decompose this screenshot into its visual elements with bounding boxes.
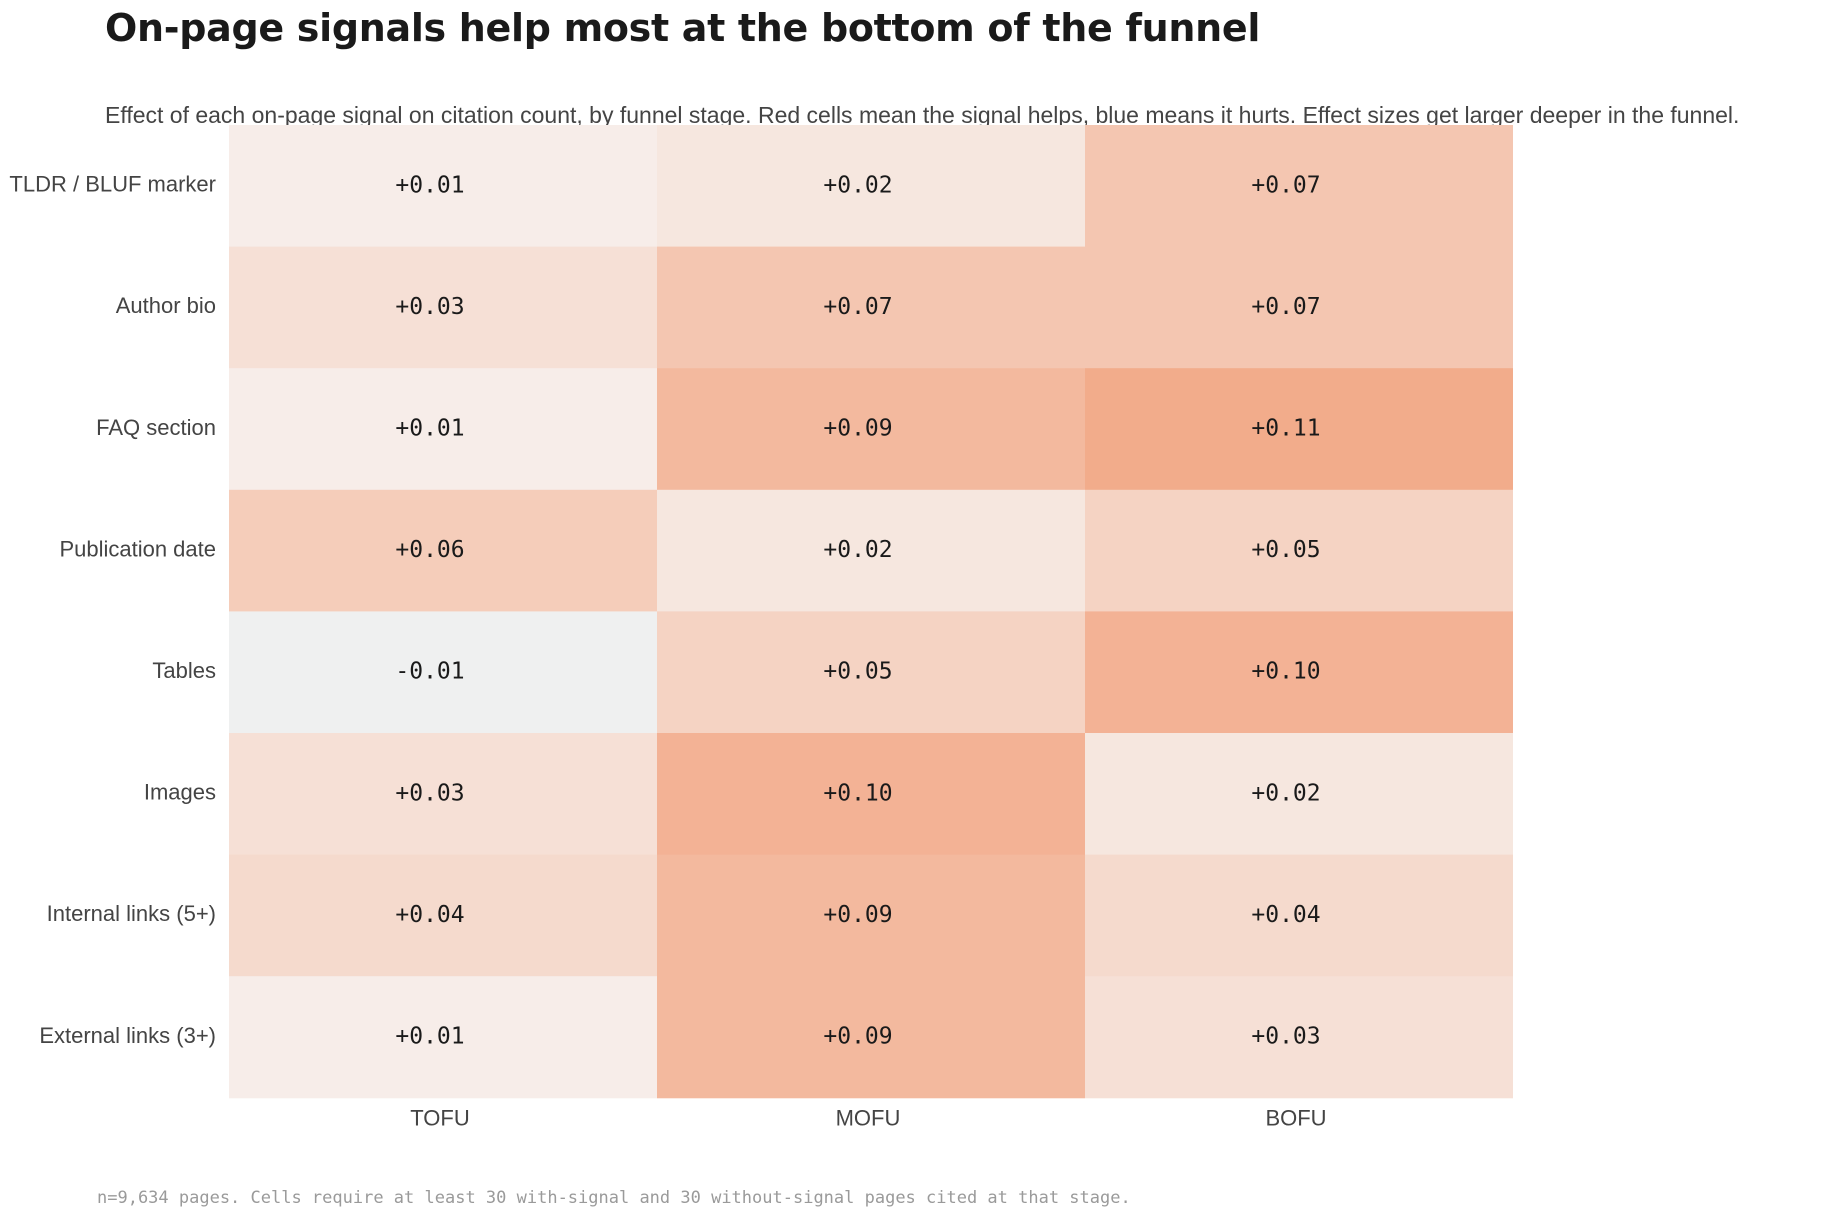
chart-title: On-page signals help most at the bottom … (105, 6, 1261, 50)
cell-value-label: +0.04 (1251, 902, 1320, 928)
heatmap-cell (229, 246, 657, 369)
column-label: MOFU (836, 1106, 901, 1131)
cell-value-label: +0.01 (395, 172, 464, 198)
cell-value-label: +0.07 (1251, 294, 1320, 320)
cell-value-label: +0.04 (395, 902, 464, 928)
cell-value-label: +0.06 (395, 537, 464, 563)
column-labels: TOFU MOFU BOFU (410, 1106, 1326, 1131)
cell-value-label: +0.02 (823, 537, 892, 563)
heatmap-cell (229, 733, 657, 856)
heatmap-cell (1085, 976, 1513, 1099)
heatmap-cell (229, 368, 657, 491)
column-label: BOFU (1265, 1106, 1326, 1131)
row-label: Publication date (59, 536, 216, 561)
footnote: n=9,634 pages. Cells require at least 30… (97, 1188, 1131, 1208)
row-label: External links (3+) (39, 1023, 216, 1048)
cell-value-label: +0.07 (823, 294, 892, 320)
heatmap-cell (1085, 368, 1513, 491)
row-label: Internal links (5+) (47, 901, 216, 926)
cell-value-label: +0.02 (823, 172, 892, 198)
cell-value-label: +0.03 (395, 780, 464, 806)
cell-value-label: +0.05 (823, 659, 892, 685)
heatmap-cell (657, 368, 1085, 491)
heatmap-cell (229, 854, 657, 977)
cell-value-label: +0.05 (1251, 537, 1320, 563)
cell-value-label: +0.02 (1251, 780, 1320, 806)
heatmap-cell (657, 125, 1085, 248)
heatmap-cell (1085, 733, 1513, 856)
row-labels: TLDR / BLUF marker Author bio FAQ section P… (9, 172, 216, 1048)
heatmap-cell (657, 489, 1085, 612)
heatmap-cell (657, 976, 1085, 1099)
heatmap-cell (1085, 611, 1513, 734)
heatmap-cell (1085, 854, 1513, 977)
heatmap-cell (229, 976, 657, 1099)
heatmap-cell (229, 611, 657, 734)
cell-value-label: +0.10 (1251, 659, 1320, 685)
cell-value-label: +0.03 (1251, 1024, 1320, 1050)
heatmap-cell (1085, 489, 1513, 612)
heatmap-cell (229, 125, 657, 248)
heatmap-cell (657, 854, 1085, 977)
heatmap-cells: +0.01 +0.02 +0.07 +0.03 +0.07 +0.07 +0.01 +0.09… (229, 125, 1513, 1099)
cell-value-label: +0.09 (823, 902, 892, 928)
cell-value-label: +0.01 (395, 416, 464, 442)
cell-value-label: +0.09 (823, 416, 892, 442)
row-label: Author bio (116, 293, 216, 318)
cell-value-label: +0.09 (823, 1024, 892, 1050)
row-label: Images (144, 780, 216, 805)
column-label: TOFU (410, 1106, 469, 1131)
row-label: Tables (152, 658, 216, 683)
heatmap-cell (657, 733, 1085, 856)
heatmap-cell (229, 489, 657, 612)
heatmap-cell (657, 246, 1085, 369)
chart-subtitle: Effect of each on-page signal on citatio… (105, 102, 1740, 128)
heatmap-cell (1085, 125, 1513, 248)
row-label: FAQ section (96, 415, 216, 440)
heatmap-cell (1085, 246, 1513, 369)
cell-value-label: +0.03 (395, 294, 464, 320)
cell-value-label: +0.10 (823, 780, 892, 806)
cell-value-label: +0.11 (1251, 416, 1320, 442)
cell-value-label: +0.07 (1251, 172, 1320, 198)
heatmap-cell (657, 611, 1085, 734)
row-label: TLDR / BLUF marker (9, 172, 216, 197)
cell-value-label: +0.01 (395, 1024, 464, 1050)
cell-value-label: -0.01 (395, 659, 464, 685)
